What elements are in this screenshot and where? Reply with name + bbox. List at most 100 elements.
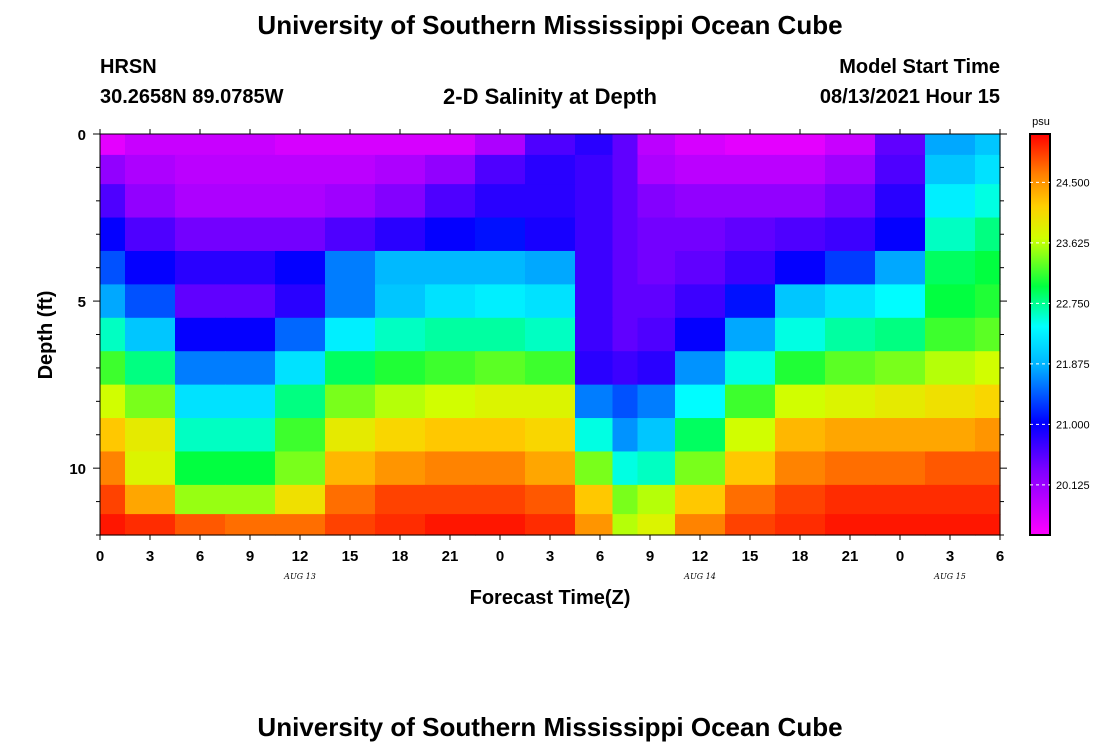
heatmap-cell: [612, 484, 639, 515]
heatmap-cell: [775, 284, 826, 319]
heatmap-cell: [612, 317, 639, 352]
heatmap-cell: [975, 514, 1001, 536]
heatmap-cell: [725, 134, 776, 156]
date-label: AUG 15: [933, 572, 966, 581]
heatmap-cell: [425, 284, 476, 319]
heatmap-cell: [725, 154, 776, 185]
heatmap-cell: [675, 418, 726, 453]
heatmap-cell: [325, 351, 376, 386]
colorbar-tick-label: 20.125: [1056, 480, 1090, 492]
heatmap-cell: [175, 284, 226, 319]
heatmap-cell: [175, 451, 226, 486]
heatmap-cell: [725, 317, 776, 352]
heatmap-cell: [375, 184, 426, 219]
heatmap-cell: [100, 317, 126, 352]
heatmap-cell: [775, 351, 826, 386]
heatmap-cell: [175, 250, 226, 285]
heatmap-cell: [525, 317, 576, 352]
heatmap-cell: [875, 217, 926, 252]
heatmap-cell: [525, 217, 576, 252]
heatmap-cell: [925, 154, 976, 185]
y-tick-label: 5: [78, 294, 86, 311]
heatmap-cell: [325, 284, 376, 319]
heatmap-cell: [475, 384, 526, 419]
heatmap-cell: [675, 484, 726, 515]
heatmap-cell: [375, 451, 426, 486]
x-tick-label: 0: [496, 548, 504, 565]
heatmap-cell: [637, 184, 676, 219]
heatmap-cell: [575, 284, 614, 319]
heatmap-cell: [325, 514, 376, 536]
heatmap-cell: [425, 351, 476, 386]
heatmap-cell: [225, 217, 276, 252]
heatmap-cell: [775, 418, 826, 453]
heatmap-cell: [425, 217, 476, 252]
heatmap-cell: [775, 154, 826, 185]
heatmap-cell: [675, 217, 726, 252]
heatmap-cell: [775, 484, 826, 515]
heatmap-cell: [612, 514, 639, 536]
heatmap-cell: [475, 184, 526, 219]
heatmap-cell: [100, 284, 126, 319]
heatmap-cell: [100, 184, 126, 219]
heatmap-cell: [125, 484, 176, 515]
heatmap-cell: [425, 484, 476, 515]
heatmap-cell: [225, 451, 276, 486]
heatmap-cell: [725, 284, 776, 319]
heatmap-cell: [525, 250, 576, 285]
heatmap-cell: [125, 514, 176, 536]
heatmap-cell: [225, 134, 276, 156]
station-coordinates: 30.2658N 89.0785W: [100, 86, 284, 108]
heatmap-cell: [612, 451, 639, 486]
x-tick-label: 6: [196, 548, 204, 565]
colorbar: [1029, 133, 1051, 536]
heatmap-cell: [825, 250, 876, 285]
heatmap-cell: [325, 484, 376, 515]
heatmap-cell: [325, 418, 376, 453]
heatmap-cell: [425, 384, 476, 419]
heatmap-cell: [975, 154, 1001, 185]
model-start-label: Model Start Time: [839, 56, 1000, 78]
x-tick-label: 12: [292, 548, 309, 565]
heatmap-cell: [825, 418, 876, 453]
heatmap-cell: [637, 284, 676, 319]
heatmap-cell: [725, 217, 776, 252]
heatmap-cell: [575, 484, 614, 515]
heatmap-cell: [825, 384, 876, 419]
heatmap-cell: [575, 184, 614, 219]
heatmap-cell: [637, 154, 676, 185]
y-tick-label: 10: [69, 461, 86, 478]
heatmap-cell: [775, 451, 826, 486]
heatmap-cell: [725, 384, 776, 419]
heatmap-cell: [275, 154, 326, 185]
heatmap-cell: [475, 514, 526, 536]
colorbar-tick-label: 21.875: [1056, 359, 1090, 371]
colorbar-ticks: 24.500 23.625 22.750 21.875 21.000 20.125: [1030, 177, 1090, 492]
x-tick-label: 12: [692, 548, 709, 565]
heatmap-cell: [525, 351, 576, 386]
x-tick-label: 18: [792, 548, 809, 565]
heatmap-cell: [225, 351, 276, 386]
heatmap-cell: [637, 484, 676, 515]
heatmap-cell: [275, 250, 326, 285]
heatmap-cell: [125, 384, 176, 419]
heatmap-cell: [175, 484, 226, 515]
heatmap-cell: [375, 317, 426, 352]
colorbar-tick-label: 21.000: [1056, 419, 1090, 431]
heatmap-cell: [575, 451, 614, 486]
heatmap-cell: [375, 217, 426, 252]
heatmap-cell: [100, 451, 126, 486]
heatmap-cell: [325, 217, 376, 252]
heatmap-cell: [875, 418, 926, 453]
heatmap-cell: [875, 351, 926, 386]
heatmap-cell: [612, 351, 639, 386]
heatmap-cell: [675, 184, 726, 219]
heatmap-cell: [100, 351, 126, 386]
heatmap-cell: [100, 217, 126, 252]
colorbar-tick-label: 24.500: [1056, 177, 1090, 189]
heatmap-cell: [175, 384, 226, 419]
heatmap-cell: [425, 154, 476, 185]
heatmap-cell: [675, 154, 726, 185]
heatmap-cell: [575, 384, 614, 419]
